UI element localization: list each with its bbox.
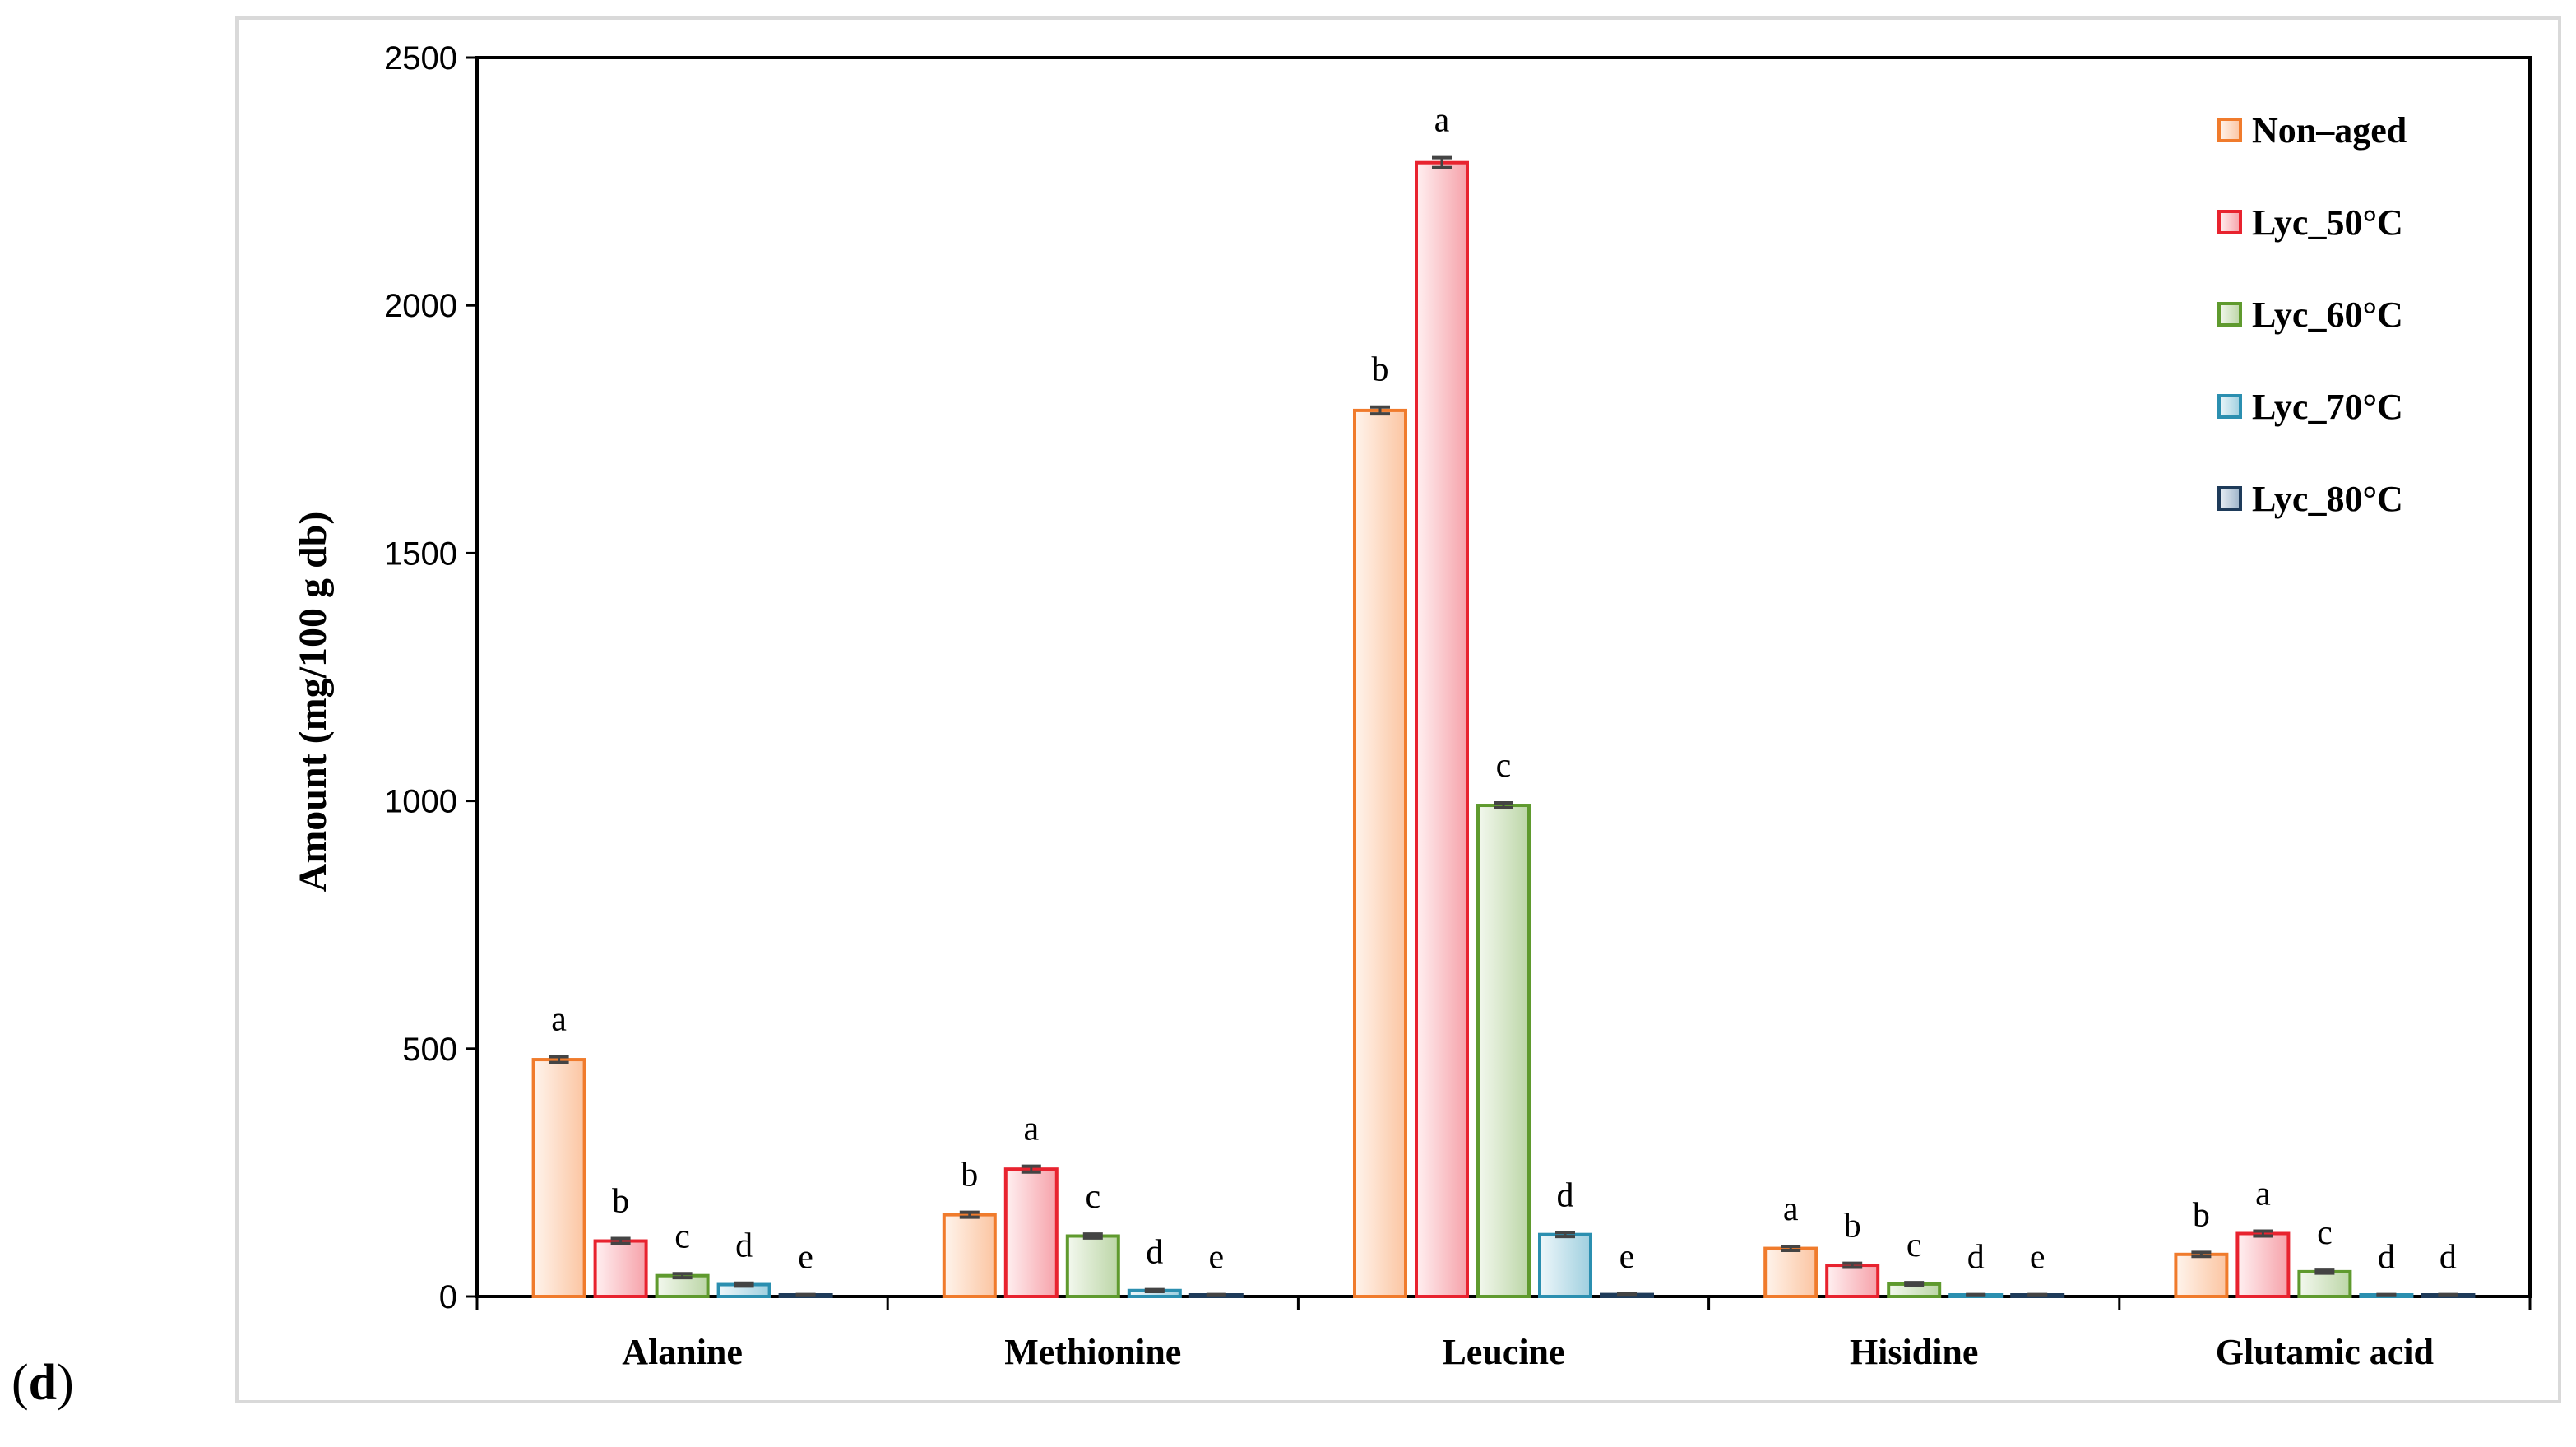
legend-label: Lyc_70°C	[2252, 387, 2403, 427]
significance-label: c	[1085, 1178, 1100, 1216]
significance-label: a	[1783, 1190, 1799, 1228]
chart-axes: 0 500 1000 1500 2000 2500 Alanine Methionine Leu…	[291, 40, 2532, 1372]
significance-label: b	[1372, 351, 1389, 389]
significance-label: a	[551, 1000, 567, 1038]
significance-label: c	[1907, 1227, 1922, 1264]
y-tick-label: 0	[439, 1279, 457, 1315]
legend-swatch	[2217, 118, 2242, 142]
x-category-label: Methionine	[1004, 1332, 1181, 1372]
significance-label: b	[1844, 1208, 1861, 1245]
x-category-label: Alanine	[622, 1332, 743, 1372]
significance-label: d	[2439, 1239, 2457, 1277]
bar	[1763, 1246, 1818, 1299]
legend-label: Lyc_50°C	[2252, 202, 2403, 243]
significance-label: d	[1967, 1239, 1985, 1277]
bar	[1476, 804, 1531, 1298]
y-tick-label: 500	[402, 1032, 457, 1068]
significance-label: a	[1434, 102, 1450, 140]
chart-legend: Non–aged Lyc_50°C Lyc_60°C Lyc_70°C Lyc_80°C	[2217, 110, 2407, 519]
significance-label: c	[674, 1217, 690, 1255]
chart-bars	[531, 155, 2476, 1299]
y-tick-label: 1500	[384, 536, 457, 572]
significance-label: c	[2317, 1214, 2333, 1252]
significance-label: d	[735, 1227, 753, 1265]
significance-label: b	[612, 1183, 629, 1221]
bar	[1353, 408, 1407, 1298]
bar	[1065, 1234, 1120, 1298]
x-category-label: Glutamic acid	[2216, 1332, 2434, 1372]
legend-label: Lyc_80°C	[2252, 479, 2403, 519]
significance-label: a	[1023, 1111, 1039, 1148]
legend-swatch	[2217, 302, 2242, 327]
bar	[2174, 1252, 2229, 1299]
bar	[1825, 1264, 1880, 1299]
significance-label: d	[1557, 1176, 1574, 1214]
significance-label: e	[2030, 1239, 2046, 1277]
legend-swatch	[2217, 486, 2242, 511]
bar	[2235, 1231, 2291, 1299]
significance-label: e	[1619, 1238, 1635, 1276]
bar	[2297, 1269, 2352, 1299]
significance-label: d	[1146, 1234, 1163, 1272]
significance-label: e	[798, 1239, 813, 1277]
bar	[531, 1058, 586, 1299]
significance-label: e	[1208, 1239, 1224, 1277]
chart-labels: a b c d e b a c d e b a c d e a b c d e b a c d d	[551, 102, 2457, 1277]
y-tick-label: 2500	[384, 40, 457, 77]
bar	[942, 1213, 997, 1298]
bar	[1003, 1167, 1059, 1299]
x-category-label: Hisidine	[1850, 1332, 1979, 1372]
x-category-label: Leucine	[1442, 1332, 1564, 1372]
bar	[593, 1239, 648, 1299]
y-tick-label: 2000	[384, 288, 457, 324]
significance-label: a	[2255, 1175, 2271, 1213]
legend-label: Lyc_60°C	[2252, 295, 2403, 335]
y-tick-label: 1000	[384, 784, 457, 820]
significance-label: b	[2193, 1196, 2210, 1234]
significance-label: c	[1496, 747, 1512, 785]
significance-label: b	[961, 1157, 978, 1194]
legend-label: Non–aged	[2252, 110, 2407, 151]
y-axis-title: Amount (mg/100 g db)	[291, 512, 335, 893]
bar	[1415, 160, 1469, 1299]
legend-swatch	[2217, 210, 2242, 234]
bar	[1538, 1232, 1592, 1298]
significance-label: d	[2378, 1239, 2395, 1277]
panel-label: (d)	[12, 1355, 74, 1411]
legend-swatch	[2217, 394, 2242, 419]
